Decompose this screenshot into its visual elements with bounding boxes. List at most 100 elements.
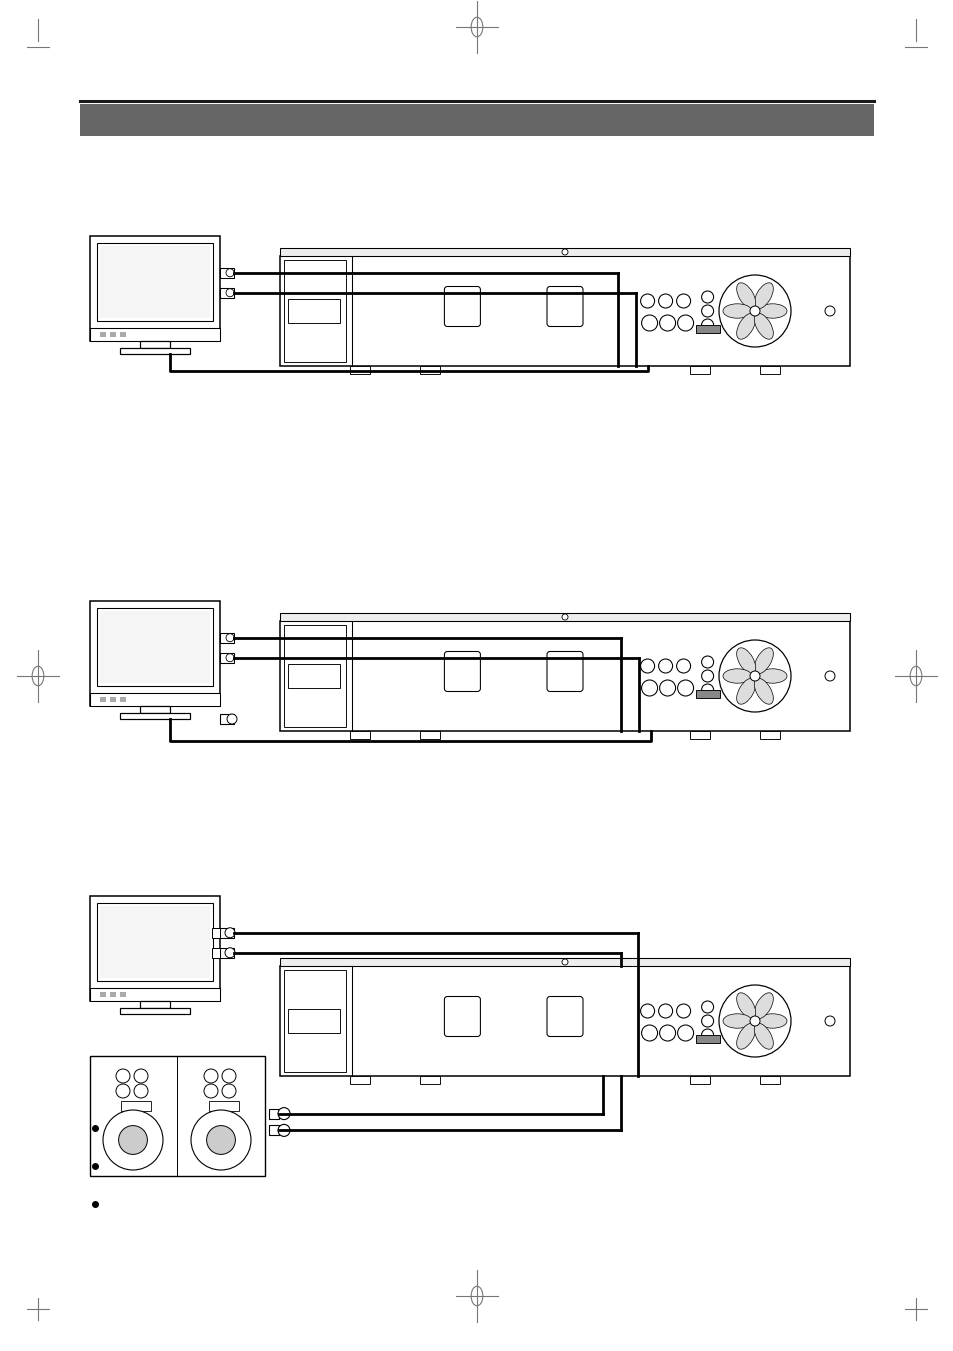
Circle shape bbox=[277, 1124, 290, 1136]
Circle shape bbox=[641, 680, 657, 696]
Bar bbox=[280, 613, 849, 621]
Ellipse shape bbox=[722, 669, 751, 684]
Circle shape bbox=[222, 1084, 235, 1098]
Circle shape bbox=[118, 1125, 148, 1154]
Circle shape bbox=[700, 1001, 713, 1013]
Bar bbox=[269, 1109, 278, 1119]
Circle shape bbox=[222, 1069, 235, 1084]
Bar bbox=[220, 632, 233, 643]
Circle shape bbox=[742, 286, 751, 295]
Circle shape bbox=[700, 684, 713, 696]
Bar bbox=[212, 928, 220, 938]
Bar bbox=[288, 299, 339, 323]
Circle shape bbox=[658, 659, 672, 673]
FancyBboxPatch shape bbox=[546, 997, 582, 1036]
Bar bbox=[120, 713, 190, 719]
Bar bbox=[120, 332, 126, 336]
Circle shape bbox=[639, 295, 654, 308]
Bar bbox=[350, 1075, 370, 1084]
Circle shape bbox=[659, 315, 675, 331]
Ellipse shape bbox=[722, 304, 751, 319]
Circle shape bbox=[226, 634, 233, 642]
Bar bbox=[280, 621, 849, 731]
Bar bbox=[695, 690, 719, 698]
Bar bbox=[90, 896, 220, 1001]
Bar bbox=[220, 928, 233, 938]
Circle shape bbox=[658, 295, 672, 308]
Bar bbox=[419, 1075, 439, 1084]
Circle shape bbox=[700, 1029, 713, 1042]
Ellipse shape bbox=[754, 993, 773, 1019]
Circle shape bbox=[719, 276, 790, 347]
Bar bbox=[288, 663, 339, 688]
Circle shape bbox=[700, 670, 713, 682]
Circle shape bbox=[659, 680, 675, 696]
Ellipse shape bbox=[758, 1013, 786, 1028]
Bar bbox=[110, 332, 116, 336]
Bar bbox=[90, 328, 220, 340]
Bar bbox=[280, 249, 849, 255]
Bar bbox=[689, 731, 709, 739]
Ellipse shape bbox=[722, 1013, 751, 1028]
Circle shape bbox=[561, 249, 567, 255]
Bar bbox=[220, 288, 233, 297]
Circle shape bbox=[227, 713, 236, 724]
Bar bbox=[100, 697, 106, 703]
Ellipse shape bbox=[736, 993, 755, 1019]
Circle shape bbox=[225, 928, 234, 938]
Ellipse shape bbox=[754, 313, 773, 339]
Bar bbox=[284, 259, 346, 362]
Bar bbox=[97, 608, 213, 686]
Circle shape bbox=[700, 319, 713, 331]
Bar bbox=[220, 653, 233, 663]
Bar bbox=[97, 243, 213, 322]
Bar bbox=[689, 1075, 709, 1084]
Circle shape bbox=[226, 928, 233, 936]
Bar bbox=[120, 697, 126, 703]
Circle shape bbox=[700, 305, 713, 317]
Circle shape bbox=[700, 290, 713, 303]
Bar bbox=[110, 992, 116, 997]
Bar bbox=[760, 1075, 780, 1084]
Bar bbox=[280, 958, 849, 966]
Circle shape bbox=[676, 659, 690, 673]
Circle shape bbox=[641, 315, 657, 331]
Circle shape bbox=[133, 1084, 148, 1098]
Bar bbox=[689, 366, 709, 374]
FancyBboxPatch shape bbox=[444, 997, 480, 1036]
Bar bbox=[140, 340, 170, 349]
Bar bbox=[220, 713, 233, 724]
Circle shape bbox=[658, 1004, 672, 1019]
Bar bbox=[220, 267, 233, 278]
Circle shape bbox=[677, 315, 693, 331]
Bar bbox=[280, 966, 849, 1075]
Bar bbox=[90, 236, 220, 340]
Ellipse shape bbox=[736, 678, 755, 704]
Circle shape bbox=[225, 948, 234, 958]
Bar bbox=[90, 693, 220, 707]
Circle shape bbox=[226, 289, 233, 297]
Ellipse shape bbox=[736, 313, 755, 339]
Circle shape bbox=[561, 959, 567, 965]
Circle shape bbox=[226, 269, 233, 277]
Bar bbox=[100, 992, 106, 997]
FancyBboxPatch shape bbox=[444, 286, 480, 327]
Bar bbox=[120, 992, 126, 997]
Circle shape bbox=[116, 1069, 130, 1084]
Bar bbox=[695, 1035, 719, 1043]
Ellipse shape bbox=[754, 1023, 773, 1050]
Bar bbox=[90, 989, 220, 1001]
Bar bbox=[284, 970, 346, 1071]
FancyBboxPatch shape bbox=[546, 286, 582, 327]
Circle shape bbox=[749, 671, 760, 681]
Circle shape bbox=[676, 1004, 690, 1019]
Bar bbox=[288, 1009, 339, 1034]
Bar bbox=[120, 349, 190, 354]
Circle shape bbox=[561, 613, 567, 620]
Bar bbox=[120, 1008, 190, 1015]
Bar bbox=[280, 255, 849, 366]
Circle shape bbox=[641, 1025, 657, 1042]
Bar bbox=[350, 366, 370, 374]
Circle shape bbox=[742, 653, 751, 661]
Bar bbox=[220, 948, 233, 958]
